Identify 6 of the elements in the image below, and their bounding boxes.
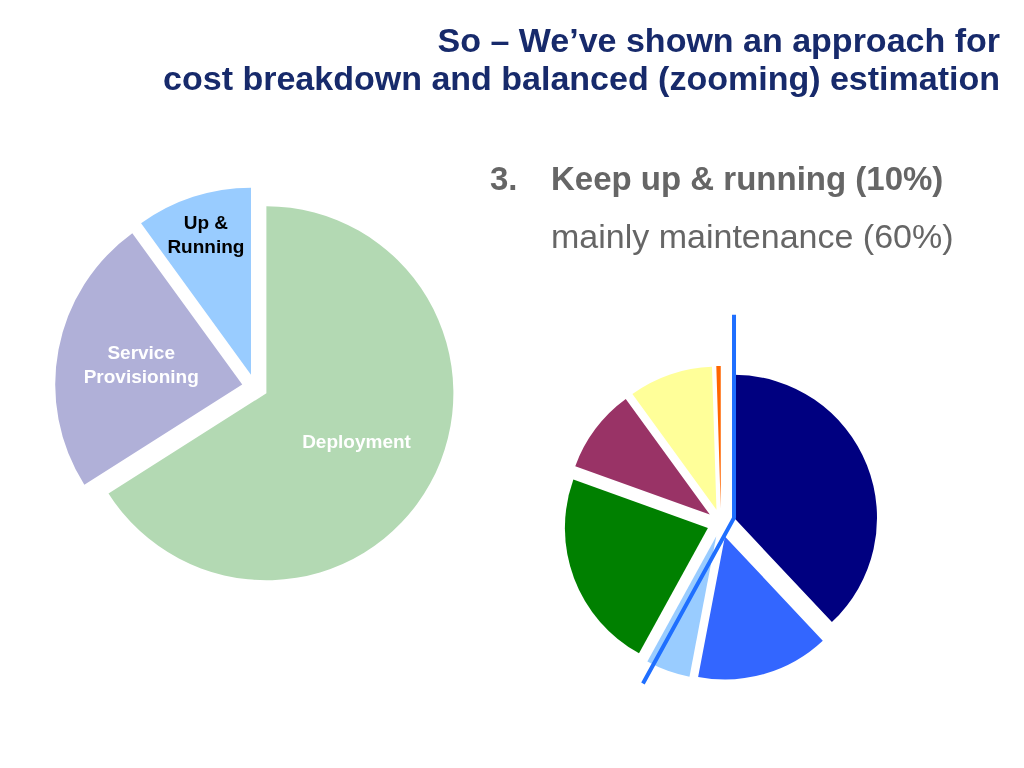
slice-label: Service Provisioning	[83, 341, 199, 387]
text: So – We’ve shown an approach for cost breakdown and balanced (zooming) estimation	[162, 21, 1000, 97]
slice-label: Deployment	[302, 431, 412, 453]
slice-label: Up & Running	[167, 212, 245, 258]
chart-title: 3. Keep up & running (10%)	[490, 159, 944, 199]
chart-subtitle: mainly maintenance (60%)	[551, 216, 954, 256]
